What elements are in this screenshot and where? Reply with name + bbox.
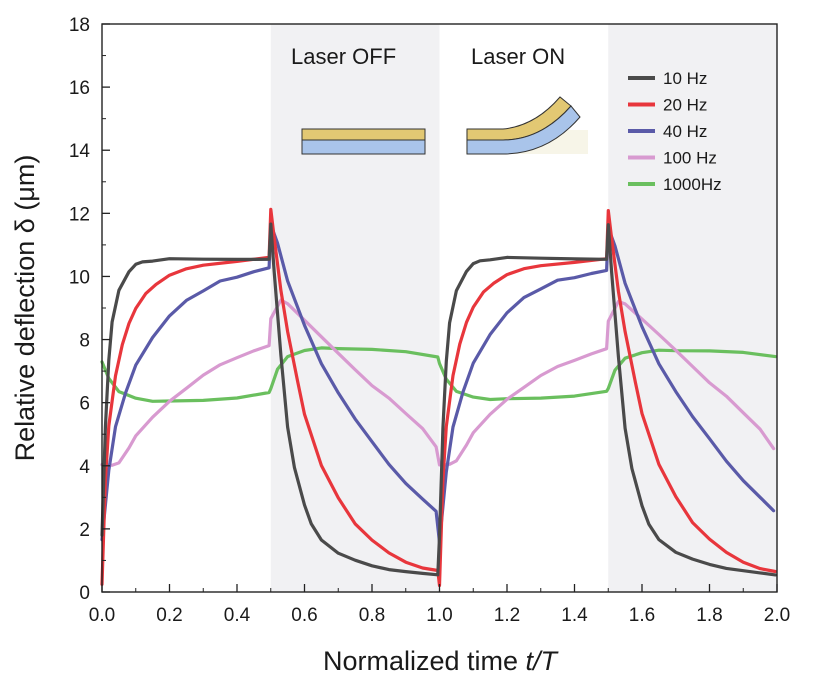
y-tick-label: 10: [69, 267, 90, 288]
x-tick-label: 1.8: [696, 605, 722, 626]
series-layer: [100, 207, 777, 588]
y-tick-label: 0: [79, 583, 90, 604]
series-line-20hz: [100, 207, 777, 588]
tick-labels: 0.0 0.2 0.4 0.6 0.8 1.0 1.2 1.4 1.6 1.8 2.0 0 2 4 6 8 10…: [69, 15, 790, 626]
y-tick-label: 8: [79, 331, 90, 352]
y-tick-label: 12: [69, 204, 90, 225]
y-tick-label: 14: [69, 141, 91, 162]
series-line-10hz: [100, 222, 777, 577]
legend-label: 20 Hz: [663, 96, 707, 115]
legend-label: 1000Hz: [663, 175, 722, 194]
x-tick-label: 0.2: [156, 605, 182, 626]
legend: 10 Hz 20 Hz 40 Hz 100 Hz 1000Hz: [628, 69, 722, 194]
x-tick-label: 1.0: [426, 605, 452, 626]
x-tick-label: 0.8: [359, 605, 385, 626]
y-tick-label: 2: [79, 520, 90, 541]
ticks: [101, 23, 778, 593]
shaded-regions: [270, 24, 777, 592]
x-tick-label: 1.4: [561, 605, 588, 626]
annotation-laser-on: Laser ON: [471, 44, 565, 69]
x-tick-label: 0.0: [89, 605, 115, 626]
x-axis-title-prefix: Normalized time: [323, 646, 526, 676]
x-axis-title-var: t/T: [526, 646, 560, 676]
legend-label: 40 Hz: [663, 122, 707, 141]
x-tick-label: 0.6: [291, 605, 317, 626]
annotation-laser-off: Laser OFF: [291, 44, 396, 69]
cantilever-bent-icon: [466, 96, 588, 155]
x-axis-title: Normalized time t/T: [323, 646, 560, 676]
y-tick-label: 16: [69, 78, 90, 99]
x-tick-label: 0.4: [224, 605, 251, 626]
legend-label: 100 Hz: [663, 149, 717, 168]
series-line-1000hz: [100, 346, 777, 403]
shaded-region-0: [270, 24, 440, 592]
cantilever-flat-icon: [301, 128, 426, 155]
y-tick-label: 4: [79, 457, 90, 478]
x-tick-label: 2.0: [764, 605, 790, 626]
x-tick-label: 1.6: [629, 605, 655, 626]
y-tick-label: 18: [69, 15, 90, 36]
y-tick-label: 6: [79, 394, 90, 415]
y-axis-title: Relative deflection δ (μm): [10, 155, 40, 462]
x-tick-label: 1.2: [494, 605, 520, 626]
series-line-40hz: [100, 222, 776, 544]
legend-label: 10 Hz: [663, 69, 707, 88]
